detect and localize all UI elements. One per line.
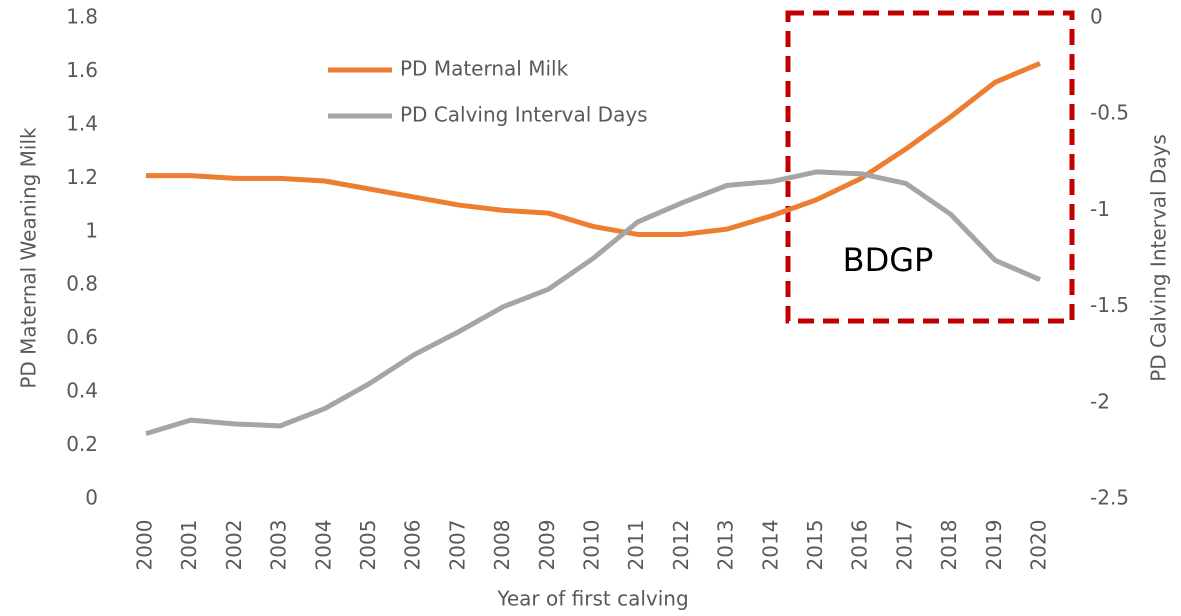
y2-tick-label: -0.5 <box>1090 101 1129 125</box>
y-tick-label: 0.4 <box>66 379 98 403</box>
x-tick-label: 2007 <box>445 520 469 571</box>
y2-tick-label: -1.5 <box>1090 293 1129 317</box>
x-tick-label: 2018 <box>937 520 961 571</box>
x-tick-label: 2012 <box>669 520 693 571</box>
legend-label: PD Calving Interval Days <box>400 103 648 127</box>
series-line <box>146 61 1041 237</box>
x-tick-label: 2010 <box>580 520 604 571</box>
y-tick-label: 1.8 <box>66 5 98 29</box>
y-tick-label: 0.2 <box>66 432 98 456</box>
x-tick-label: 2019 <box>982 520 1006 571</box>
y2-tick-label: -2 <box>1090 389 1110 413</box>
x-tick-label: 2013 <box>714 520 738 571</box>
x-tick-label: 2001 <box>177 520 201 571</box>
x-tick-label: 2017 <box>892 520 916 571</box>
x-tick-label: 2011 <box>624 520 648 571</box>
x-tick-label: 2000 <box>133 520 157 571</box>
y2-axis-label: PD Calving Interval Days <box>1147 134 1171 382</box>
x-tick-label: 2015 <box>803 520 827 571</box>
y2-tick-label: -2.5 <box>1090 486 1129 510</box>
x-tick-label: 2006 <box>401 520 425 571</box>
x-tick-label: 2003 <box>267 520 291 571</box>
y-tick-label: 0 <box>85 486 98 510</box>
y-axis-label: PD Maternal Weaning Milk <box>17 127 41 389</box>
y-tick-label: 1.6 <box>66 58 98 82</box>
y-tick-label: 1.4 <box>66 111 98 135</box>
y-tick-label: 0.8 <box>66 272 98 296</box>
y2-tick-label: -1 <box>1090 197 1110 221</box>
y-tick-label: 1 <box>85 218 98 242</box>
x-tick-label: 2002 <box>222 520 246 571</box>
legend-label: PD Maternal Milk <box>400 57 569 81</box>
series-line <box>145 169 1041 436</box>
x-tick-label: 2004 <box>311 520 335 571</box>
x-tick-label: 2020 <box>1027 520 1051 571</box>
x-tick-label: 2014 <box>758 520 782 571</box>
y-tick-label: 1.2 <box>66 165 98 189</box>
highlight-box <box>785 10 1075 324</box>
y2-tick-label: 0 <box>1090 5 1103 29</box>
x-tick-label: 2005 <box>356 520 380 571</box>
x-tick-label: 2009 <box>535 520 559 571</box>
x-axis-label: Year of first calving <box>496 587 688 611</box>
annotation: BDGP <box>843 241 934 279</box>
x-tick-label: 2016 <box>848 520 872 571</box>
x-tick-label: 2008 <box>490 520 514 571</box>
y-tick-label: 0.6 <box>66 325 98 349</box>
